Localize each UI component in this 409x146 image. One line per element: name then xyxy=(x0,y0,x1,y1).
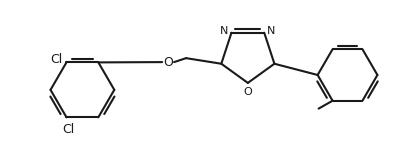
Text: O: O xyxy=(163,56,173,69)
Text: O: O xyxy=(243,87,252,97)
Text: N: N xyxy=(267,26,275,36)
Text: Cl: Cl xyxy=(50,53,62,66)
Text: Cl: Cl xyxy=(62,123,74,136)
Text: N: N xyxy=(220,26,228,36)
